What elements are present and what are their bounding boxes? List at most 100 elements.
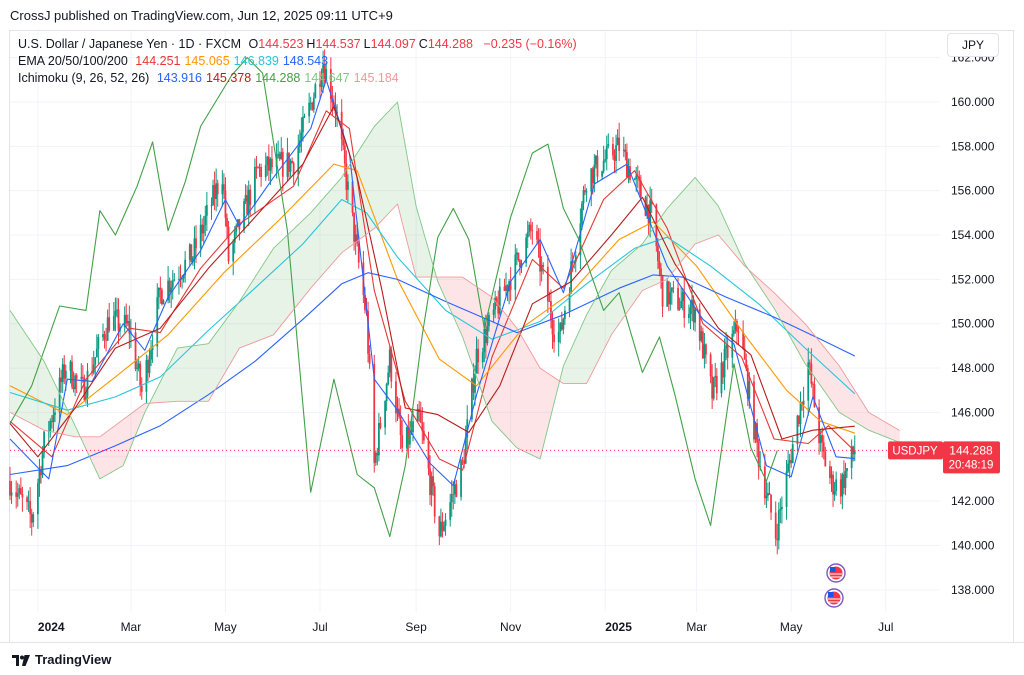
legend-ema-row[interactable]: EMA 20/50/100/200 144.251 145.065 146.839 1… <box>18 53 581 70</box>
ichimoku-cloud-segment <box>816 337 820 384</box>
series-line-senkou-a <box>9 101 900 480</box>
candle-body <box>703 344 706 359</box>
candle-body <box>271 158 273 168</box>
symbol-tag-text: USDJPY <box>892 445 938 457</box>
series-line-ema-200 <box>9 272 856 476</box>
candle-body <box>833 490 836 495</box>
candle-body <box>188 244 191 260</box>
ichimoku-cloud-segment <box>171 354 175 402</box>
candle-body <box>557 331 560 343</box>
candle-body <box>624 149 627 153</box>
ichimoku-cloud-segment <box>623 257 627 318</box>
candle-body <box>399 416 402 436</box>
candle-body <box>112 315 115 331</box>
tradingview-brand[interactable]: TradingView <box>12 652 111 667</box>
candle-body <box>644 197 647 216</box>
candle-body <box>720 362 723 394</box>
candle-body <box>688 314 690 318</box>
candle-body <box>384 401 386 428</box>
candle-body <box>102 334 104 337</box>
ichimoku-cloud-segment <box>636 246 640 300</box>
candle-body <box>190 244 193 263</box>
candle-body <box>291 160 293 163</box>
candle-body <box>574 255 577 262</box>
candle-body <box>438 516 441 537</box>
ichimoku-cloud-segment <box>490 296 494 423</box>
ichimoku-cloud-segment <box>527 346 531 455</box>
legend-ichimoku-row[interactable]: Ichimoku (9, 26, 52, 26) 143.916 145.378 1… <box>18 70 581 87</box>
candle-body <box>260 167 262 178</box>
candle-body <box>796 415 799 445</box>
candle-body <box>498 286 501 314</box>
ichimoku-cloud-segment <box>223 318 227 375</box>
tradingview-logo-icon <box>12 655 30 667</box>
ichimoku-cloud-segment <box>115 423 119 471</box>
candle-body <box>92 364 95 373</box>
ichimoku-cloud-segment <box>577 328 581 384</box>
candle-body <box>292 162 295 175</box>
candle-body <box>517 252 520 260</box>
candle-body <box>345 163 348 190</box>
candle-body <box>763 466 766 499</box>
candle-body <box>726 345 729 358</box>
ichimoku-cloud-segment <box>769 288 773 306</box>
candle-body <box>85 396 87 401</box>
candle-body <box>846 468 848 472</box>
candle-body <box>808 362 811 364</box>
candle-body <box>650 200 653 205</box>
candle-body <box>680 300 683 308</box>
x-tick-label: Sep <box>405 620 427 634</box>
candle-body <box>432 476 435 487</box>
candle-body <box>343 145 346 164</box>
x-tick-label: Nov <box>500 620 521 634</box>
ichimoku-cloud-segment <box>372 124 376 230</box>
brand-name: TradingView <box>35 652 112 667</box>
ema-value: 148.543 <box>282 54 329 68</box>
candle-body <box>159 287 162 290</box>
candle-body <box>584 190 586 193</box>
y-tick-label: 156.000 <box>951 184 995 198</box>
candle-body <box>667 281 670 305</box>
ichimoku-cloud-segment <box>688 180 692 252</box>
candle-body <box>850 446 853 469</box>
chart-frame[interactable] <box>9 30 1014 642</box>
ichimoku-cloud-segment <box>707 192 711 240</box>
ichimoku-cloud-segment <box>391 105 395 211</box>
currency-selector[interactable]: JPY <box>947 33 999 57</box>
legend-ohlc-item: H144.537 <box>306 37 360 51</box>
candle-body <box>221 184 224 195</box>
candle-body <box>116 309 118 311</box>
candle-body <box>21 494 24 498</box>
candle-body <box>148 359 151 373</box>
candle-body <box>181 278 183 280</box>
candle-body <box>746 368 749 399</box>
candle-body <box>75 375 78 379</box>
candle-body <box>593 164 596 184</box>
candle-body <box>303 116 306 118</box>
candle-body <box>732 330 735 334</box>
y-tick-label: 140.000 <box>951 538 995 552</box>
candle-body <box>812 383 814 385</box>
ichimoku-cloud-segment <box>856 392 860 425</box>
candle-body <box>581 203 583 224</box>
us-event-flag-icon <box>828 592 834 597</box>
candle-body <box>802 400 805 405</box>
candle-body <box>790 460 793 463</box>
candle-body <box>140 385 143 392</box>
candle-body <box>178 278 180 280</box>
candle-body <box>50 420 53 422</box>
candle-body <box>536 231 538 240</box>
candle-body <box>635 175 638 180</box>
candle-body <box>243 201 245 230</box>
ichimoku-cloud-segment <box>369 128 373 232</box>
candle-body <box>455 484 458 497</box>
ema-value: 145.065 <box>184 54 230 68</box>
candle-body <box>553 334 555 343</box>
price-tag-value: 144.288 <box>949 443 993 457</box>
ichimoku-cloud-segment <box>10 310 14 415</box>
ichimoku-cloud-segment <box>803 322 807 366</box>
series-line-ema-100 <box>9 198 856 411</box>
ichimoku-cloud-segment <box>261 262 265 340</box>
legend-ohlc-item: L144.097 <box>364 37 416 51</box>
